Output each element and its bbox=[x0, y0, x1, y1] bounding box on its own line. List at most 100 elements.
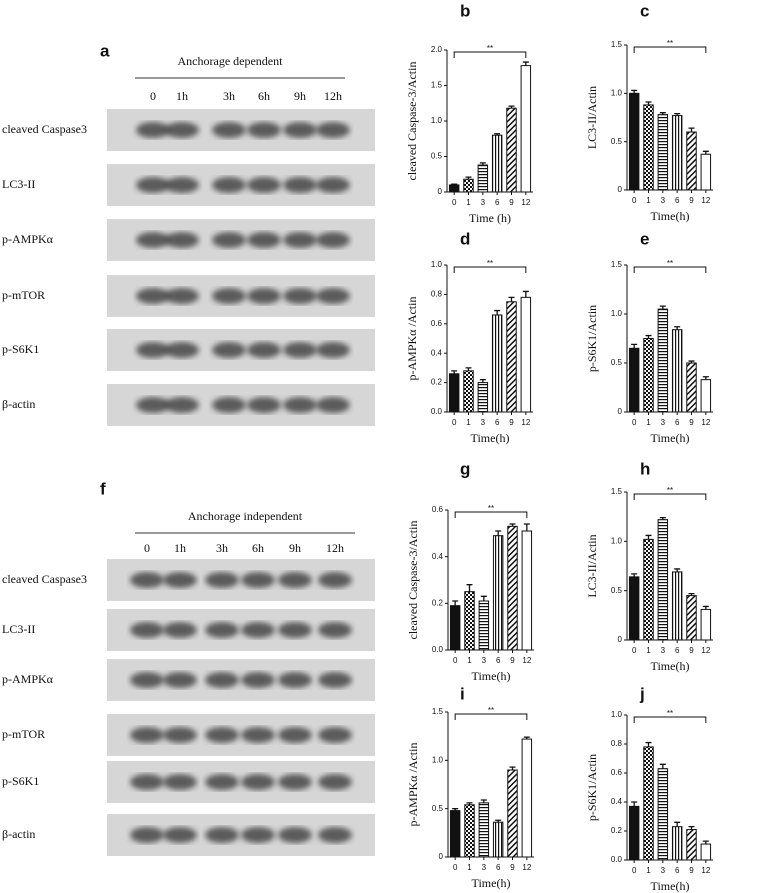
error-bar bbox=[465, 176, 472, 180]
row-label: β-actin bbox=[2, 827, 35, 841]
lane-label: 1h bbox=[174, 541, 186, 555]
x-tick-label: 1 bbox=[466, 418, 471, 427]
x-tick-label: 9 bbox=[510, 656, 515, 665]
x-tick-label: 3 bbox=[661, 196, 666, 205]
y-tick-label: 0.4 bbox=[432, 552, 444, 561]
bar bbox=[686, 829, 697, 861]
y-tick-label: 0.6 bbox=[431, 319, 443, 328]
bar bbox=[671, 826, 683, 861]
blot-band bbox=[163, 727, 197, 743]
x-tick-label: 9 bbox=[509, 418, 514, 427]
blot-band bbox=[316, 288, 350, 304]
x-tick-label: 12 bbox=[701, 866, 710, 875]
lane-label: 6h bbox=[258, 89, 270, 103]
error-bar bbox=[523, 523, 530, 531]
bar bbox=[492, 821, 504, 858]
blot-band bbox=[283, 342, 317, 358]
error-bar bbox=[674, 568, 681, 572]
x-axis-label: Time(h) bbox=[471, 431, 510, 445]
error-bar bbox=[495, 530, 502, 536]
blot-title: Anchorage dependent bbox=[178, 54, 284, 68]
y-axis-label: p-S6K1/Actin bbox=[585, 305, 599, 372]
blot-band bbox=[247, 232, 281, 248]
error-bar bbox=[452, 808, 459, 811]
x-tick-label: 0 bbox=[453, 863, 458, 872]
blot-band bbox=[136, 397, 170, 413]
blot-band bbox=[205, 727, 239, 743]
y-tick-label: 0 bbox=[438, 187, 443, 196]
blot-band bbox=[136, 232, 170, 248]
error-bar bbox=[494, 309, 501, 315]
error-bar bbox=[688, 127, 695, 132]
error-bar bbox=[479, 162, 486, 166]
x-tick-label: 6 bbox=[675, 196, 680, 205]
bar bbox=[521, 738, 533, 858]
error-bar bbox=[659, 763, 666, 769]
bar bbox=[492, 535, 504, 651]
error-bar bbox=[522, 290, 529, 298]
error-bar bbox=[451, 183, 458, 185]
bar bbox=[671, 115, 683, 191]
blot-band bbox=[278, 827, 312, 843]
y-axis-label: p-AMPKα /Actin bbox=[405, 297, 419, 381]
bar bbox=[478, 600, 490, 651]
blot-band bbox=[318, 622, 352, 638]
x-tick-label: 0 bbox=[632, 646, 637, 655]
y-tick-label: 0 bbox=[618, 635, 623, 644]
blot-band bbox=[247, 122, 281, 138]
error-bar bbox=[451, 370, 458, 374]
blot-band bbox=[165, 177, 199, 193]
x-tick-label: 1 bbox=[467, 863, 472, 872]
row-label: p-mTOR bbox=[2, 288, 45, 302]
blot-band bbox=[165, 288, 199, 304]
bar bbox=[643, 746, 654, 861]
x-tick-label: 0 bbox=[632, 866, 637, 875]
error-bar bbox=[522, 61, 529, 66]
lane-label: 3h bbox=[223, 89, 235, 103]
bar bbox=[477, 164, 489, 193]
x-tick-label: 9 bbox=[689, 646, 694, 655]
y-axis-label: p-S6K1/Actin bbox=[585, 754, 599, 821]
x-tick-label: 0 bbox=[453, 656, 458, 665]
blot-band bbox=[316, 342, 350, 358]
significance-bracket bbox=[633, 493, 707, 500]
blot-band bbox=[212, 397, 246, 413]
error-bar bbox=[688, 826, 695, 830]
error-bar bbox=[674, 112, 681, 116]
error-bar bbox=[645, 334, 652, 339]
y-tick-label: 0.4 bbox=[611, 797, 623, 806]
row-label: LC3-II bbox=[2, 622, 35, 636]
blot-band bbox=[130, 622, 164, 638]
blot-band bbox=[205, 774, 239, 790]
x-tick-label: 3 bbox=[482, 863, 487, 872]
blot-band bbox=[241, 774, 275, 790]
significance-bracket bbox=[633, 716, 707, 723]
bar bbox=[464, 804, 475, 858]
error-bar bbox=[495, 819, 502, 823]
error-bar bbox=[702, 840, 709, 845]
blot-band bbox=[163, 774, 197, 790]
x-axis-label: Time(h) bbox=[651, 879, 690, 893]
error-bar bbox=[702, 150, 709, 155]
lane-label: 12h bbox=[326, 541, 344, 555]
blot-band bbox=[283, 122, 317, 138]
blot-band bbox=[136, 288, 170, 304]
blot-band bbox=[165, 342, 199, 358]
significance-label: ** bbox=[667, 39, 673, 48]
significance-label: ** bbox=[667, 709, 673, 718]
blot-band bbox=[205, 622, 239, 638]
error-bar bbox=[702, 605, 709, 610]
y-tick-label: 0.4 bbox=[431, 348, 443, 357]
bar bbox=[686, 595, 697, 641]
blot-band bbox=[241, 622, 275, 638]
panel-letter: i bbox=[460, 684, 465, 703]
lane-label: 9h bbox=[289, 541, 301, 555]
bar bbox=[463, 370, 474, 413]
lane-label: 12h bbox=[324, 89, 342, 103]
bar bbox=[686, 131, 697, 191]
y-tick-label: 1.5 bbox=[611, 40, 623, 49]
y-axis-label: LC3-II/Actin bbox=[585, 86, 599, 149]
blot-band bbox=[205, 827, 239, 843]
x-tick-label: 0 bbox=[632, 196, 637, 205]
